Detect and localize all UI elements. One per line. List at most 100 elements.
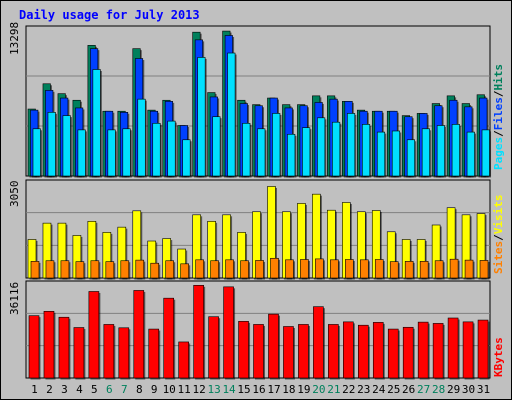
hits-files-pages-panel [25,25,492,178]
legend-files: Files [492,97,505,130]
kbytes-bar [88,291,100,379]
sites-bar [210,260,219,279]
day-label: 17 [267,383,280,396]
sites-bar [240,260,249,279]
pages-bar [421,128,430,177]
pages-bar [332,121,341,177]
sites-bar [75,261,85,279]
pages-bar [257,128,266,177]
kbytes-bar [208,316,219,379]
sites-bar [449,258,459,279]
pages-bar [62,115,71,177]
legend-sep-1: / [492,130,505,137]
kbytes-bar [253,324,264,379]
kbytes-bar [58,316,70,379]
kbytes-bar [73,327,85,379]
sites-bar [120,260,130,279]
sites-bar [150,262,160,279]
sites-bar [225,259,234,279]
legend-sep-3: / [492,234,505,241]
day-label: 8 [136,383,143,396]
pages-bar [242,123,251,177]
legend-kbytes: KBytes [492,337,505,377]
kbytes-bar [163,297,175,379]
sites-bar [60,260,70,279]
sites-bar [374,259,384,279]
visits-sites-panel [25,179,491,280]
kbytes-bar [178,341,189,379]
kbytes-bar [477,319,489,379]
kbytes-bar [118,327,130,379]
legend-hits: Hits [492,64,505,91]
sites-bar [419,261,429,279]
kbytes-panel [25,280,491,380]
legend-pages: Pages [492,137,505,170]
day-label: 7 [121,383,128,396]
kbytes-bar [328,324,339,379]
bottom-ymax-label: 36116 [8,282,21,315]
pages-bar [436,125,445,177]
day-label: 30 [462,383,475,396]
pages-bar [92,69,101,177]
pages-bar [77,129,86,177]
day-label: 3 [61,383,68,396]
pages-bar [302,127,311,177]
sites-bar [135,259,145,279]
sites-bar [389,261,399,279]
pages-bar [347,113,356,177]
sites-bar [270,257,279,279]
day-label: 26 [402,383,415,396]
sites-bar [464,259,474,279]
kbytes-bar [103,324,115,379]
day-label: 25 [387,383,400,396]
kbytes-bar [417,321,429,379]
legend-sites: Sites [492,241,505,274]
pages-bar [466,131,475,177]
day-axis-labels: 1 2 3 4 5 6 7 8 9 10 11 12 13 14 15 16 17 18 19 20 21 22 23 24 2… [31,383,490,396]
sites-bar [315,258,324,279]
pages-bar [182,139,191,177]
day-label: 12 [193,383,206,396]
kbytes-bar [148,328,160,379]
legend-top: Pages/Files/Hits [492,64,505,170]
sites-bar [30,261,40,279]
day-label: 29 [447,383,460,396]
pages-bar [406,139,415,177]
sites-bar [255,260,264,279]
pages-bar [137,98,146,177]
pages-bar [212,116,221,177]
sites-bar [330,259,339,279]
pages-bar [197,57,206,177]
sites-bar [45,260,55,279]
day-label: 5 [91,383,98,396]
day-label: 13 [207,383,220,396]
sites-bar [300,259,309,279]
day-label: 2 [46,383,53,396]
sites-bar [180,263,189,279]
day-label: 18 [282,383,295,396]
top-ymax-label: 13298 [8,22,21,55]
day-label: 9 [151,383,158,396]
pages-bar [287,133,296,177]
pages-bar [376,131,386,177]
kbytes-bar [43,311,55,379]
day-label: 4 [76,383,83,396]
pages-bar [227,52,236,177]
kbytes-bar [372,322,384,379]
legend-visits: Visits [492,195,505,235]
kbytes-bar [402,326,414,379]
pages-bar [451,124,460,177]
kbytes-bar [193,284,204,379]
day-label: 6 [106,383,113,396]
sites-bar [434,260,444,279]
day-label: 24 [372,383,386,396]
pages-bar [152,123,161,177]
kbytes-bar [462,321,474,379]
pages-bar [47,112,56,177]
pages-bar [361,124,371,177]
middle-ymax-label: 3050 [8,181,21,208]
kbytes-bar [357,324,369,379]
pages-bar [122,128,131,177]
pages-bar [107,129,116,177]
